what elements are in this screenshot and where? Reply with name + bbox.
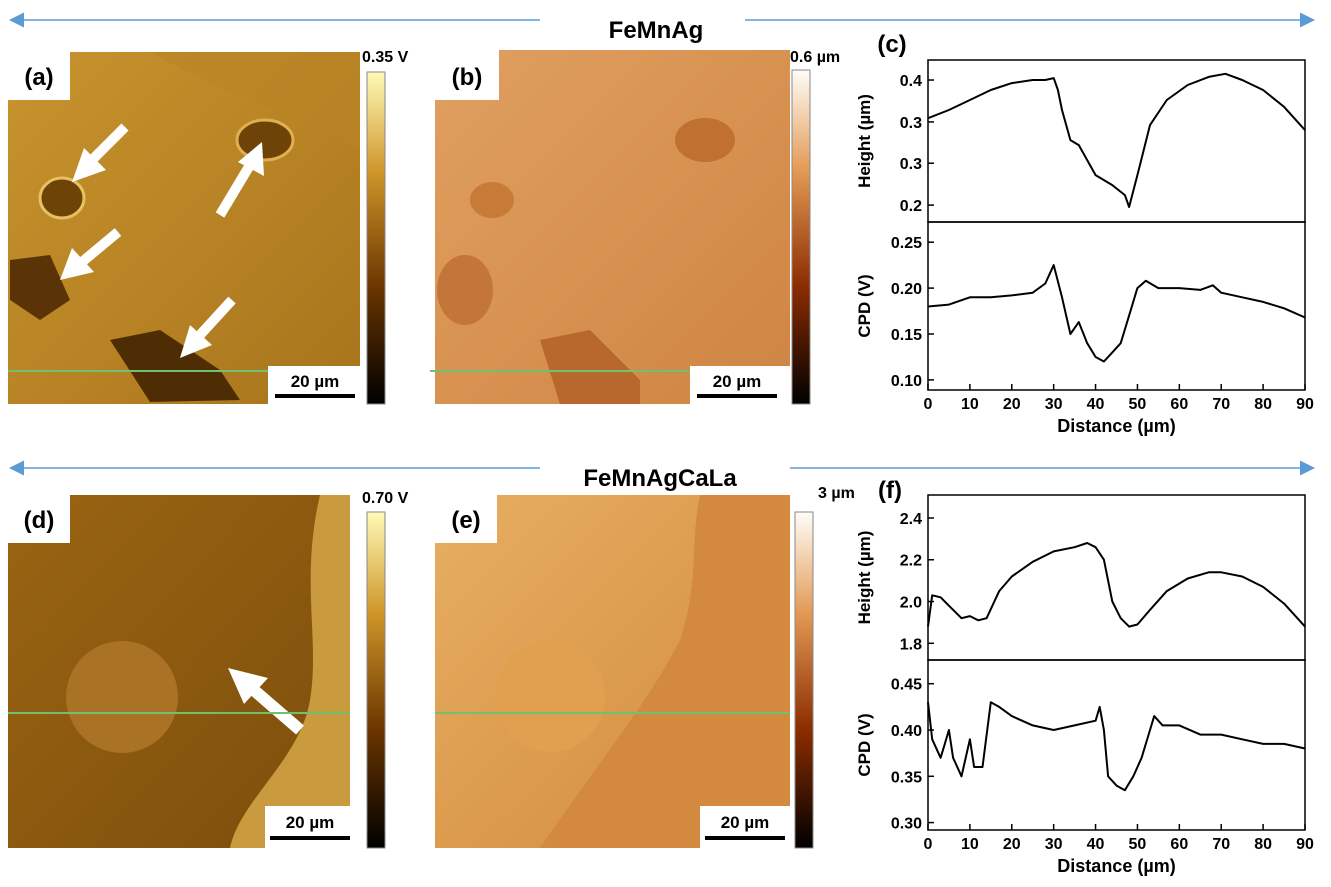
panel-label: (b)	[452, 64, 483, 91]
x-tick-label: 60	[1170, 836, 1188, 853]
scale-bar-label: 20 µm	[713, 372, 762, 391]
y-axis-label: CPD (V)	[855, 274, 874, 337]
y-tick-label: 0.3	[900, 156, 922, 173]
y-tick-label: 0.4	[900, 73, 922, 90]
y-tick-label: 0.45	[891, 677, 922, 694]
colorbar	[795, 512, 813, 848]
panel-e: 20 µm (e) 3 µm	[435, 485, 855, 848]
scale-bar-label: 20 µm	[286, 813, 335, 832]
data-line	[928, 74, 1305, 207]
data-line	[928, 702, 1305, 790]
y-tick-label: 0.25	[891, 235, 922, 252]
x-tick-label: 80	[1254, 836, 1272, 853]
figure: FeMnAg FeMnAgCaLa (a) 20 µm 0.35 V (b) 2…	[0, 0, 1331, 882]
x-tick-label: 0	[924, 396, 933, 413]
scale-bar-label: 20 µm	[721, 813, 770, 832]
feature	[495, 642, 605, 752]
y-tick-label: 0.3	[900, 115, 922, 132]
page: FeMnAg FeMnAgCaLa (a) 20 µm 0.35 V (b) 2…	[0, 0, 1331, 887]
panel-label: (e)	[451, 507, 480, 534]
x-tick-label: 20	[1003, 836, 1021, 853]
data-line	[928, 265, 1305, 361]
x-tick-label: 30	[1045, 836, 1063, 853]
x-tick-label: 90	[1296, 836, 1314, 853]
x-tick-label: 20	[1003, 396, 1021, 413]
x-tick-label: 40	[1087, 836, 1105, 853]
colorbar-label: 0.35 V	[362, 49, 409, 66]
x-tick-label: 40	[1087, 396, 1105, 413]
y-tick-label: 2.4	[900, 511, 922, 528]
panel-label: (a)	[24, 64, 53, 91]
data-line	[928, 543, 1305, 627]
x-tick-label: 50	[1129, 396, 1147, 413]
feature	[437, 255, 493, 325]
panel-b: (b) 20 µm 0.6 µm	[430, 49, 840, 404]
x-axis-label: Distance (µm)	[1057, 416, 1175, 436]
y-tick-label: 0.20	[891, 281, 922, 298]
panel-label: (d)	[24, 507, 55, 534]
y-tick-label: 0.15	[891, 327, 922, 344]
colorbar-label: 0.70 V	[362, 490, 409, 507]
x-tick-label: 80	[1254, 396, 1272, 413]
colorbar-label: 3 µm	[818, 485, 855, 502]
y-tick-label: 0.10	[891, 373, 922, 390]
x-tick-label: 70	[1212, 836, 1230, 853]
colorbar	[792, 70, 810, 404]
panel-a: (a) 20 µm 0.35 V	[8, 49, 409, 404]
plot-frame	[928, 495, 1305, 660]
y-axis-label: Height (µm)	[855, 94, 874, 188]
colorbar	[367, 512, 385, 848]
y-tick-label: 0.35	[891, 769, 922, 786]
x-tick-label: 60	[1170, 396, 1188, 413]
y-tick-label: 1.8	[900, 636, 922, 653]
header: FeMnAgCaLa	[583, 465, 737, 492]
feature	[675, 118, 735, 162]
plot-frame	[928, 60, 1305, 222]
panel-label: (c)	[877, 31, 906, 58]
afm-image	[435, 50, 790, 404]
panel-d: (d) 20 µm 0.70 V	[8, 490, 409, 848]
feature	[237, 120, 293, 160]
x-tick-label: 10	[961, 836, 979, 853]
colorbar-label: 0.6 µm	[790, 49, 840, 66]
colorbar	[367, 72, 385, 404]
y-tick-label: 0.30	[891, 816, 922, 833]
feature	[470, 182, 514, 218]
feature	[66, 641, 178, 753]
x-tick-label: 30	[1045, 396, 1063, 413]
feature	[40, 178, 84, 218]
y-axis-label: CPD (V)	[855, 713, 874, 776]
plot-frame	[928, 222, 1305, 390]
y-tick-label: 0.40	[891, 723, 922, 740]
x-tick-label: 70	[1212, 396, 1230, 413]
scale-bar-label: 20 µm	[291, 372, 340, 391]
y-axis-label: Height (µm)	[855, 531, 874, 625]
x-tick-label: 50	[1129, 836, 1147, 853]
x-tick-label: 90	[1296, 396, 1314, 413]
x-axis-label: Distance (µm)	[1057, 856, 1175, 876]
header: FeMnAg	[609, 17, 704, 44]
y-tick-label: 2.0	[900, 595, 922, 612]
y-tick-label: 0.2	[900, 198, 922, 215]
panel-label: (f)	[878, 477, 902, 504]
x-tick-label: 0	[924, 836, 933, 853]
x-tick-label: 10	[961, 396, 979, 413]
y-tick-label: 2.2	[900, 553, 922, 570]
